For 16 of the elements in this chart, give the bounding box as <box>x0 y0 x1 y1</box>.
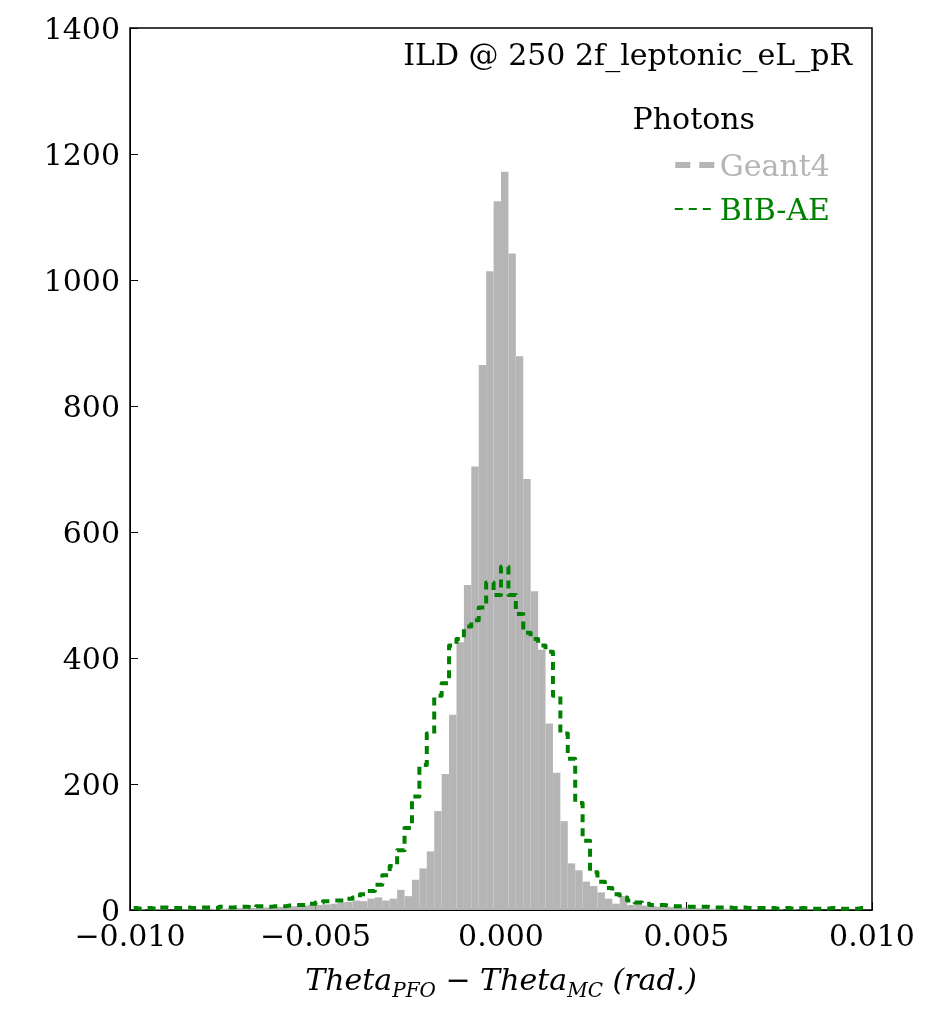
x-tick-label: 0.000 <box>458 917 544 953</box>
legend-label: BIB-AE <box>719 191 830 227</box>
y-tick-label: 400 <box>62 640 120 676</box>
x-tick-label: −0.005 <box>259 917 372 953</box>
y-tick-label: 200 <box>62 766 120 802</box>
y-tick-label: 600 <box>62 514 120 550</box>
legend-title: Photons <box>632 100 755 136</box>
y-tick-label: 1400 <box>43 10 120 46</box>
y-tick-label: 1200 <box>43 136 120 172</box>
x-tick-label: 0.005 <box>643 917 730 953</box>
y-tick-label: 1000 <box>43 262 120 298</box>
x-tick-label: 0.010 <box>829 917 915 953</box>
legend-label: Geant4 <box>719 147 830 183</box>
x-axis-title: Theta$_{PFO}$ − Theta$_{MC}$ (rad.) <box>304 962 698 1002</box>
chart-title: ILD @ 250 2f_leptonic_eL_pR <box>403 36 854 73</box>
y-tick-label: 800 <box>62 388 120 424</box>
